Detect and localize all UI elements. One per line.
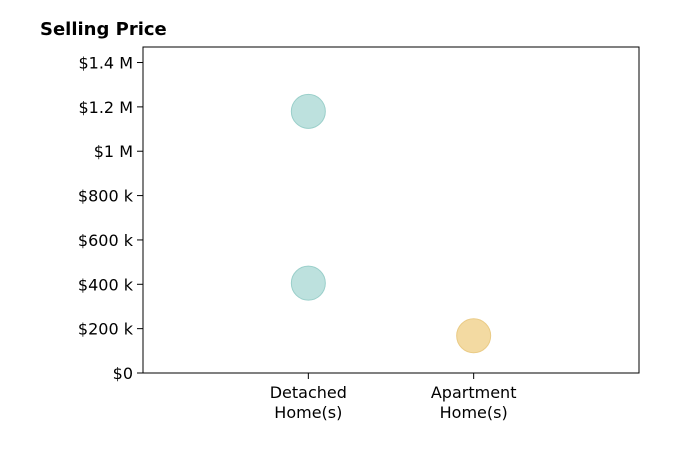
y-tick-label: $200 k	[78, 320, 134, 339]
y-tick-label: $1 M	[94, 142, 133, 161]
x-tick-label: Home(s)	[440, 403, 508, 422]
y-tick-label: $400 k	[78, 275, 134, 294]
data-point	[456, 318, 492, 354]
y-tick-label: $600 k	[78, 231, 134, 250]
x-tick-label: Home(s)	[274, 403, 342, 422]
data-points	[290, 93, 492, 354]
y-axis: $0 $200 k $400 k $600 k $800 k $1 M $1.2 M $1.4…	[78, 54, 143, 383]
x-tick-label: Detached	[270, 383, 347, 402]
y-tick-label: $1.2 M	[78, 98, 133, 117]
y-tick-label: $0	[113, 364, 133, 383]
x-tick-label: Apartment	[431, 383, 517, 402]
data-point	[290, 93, 326, 129]
data-point	[290, 265, 326, 301]
y-tick-label: $800 k	[78, 187, 134, 206]
y-tick-label: $1.4 M	[78, 54, 133, 73]
plot-area	[142, 46, 640, 374]
chart-title: Selling Price	[40, 19, 167, 40]
